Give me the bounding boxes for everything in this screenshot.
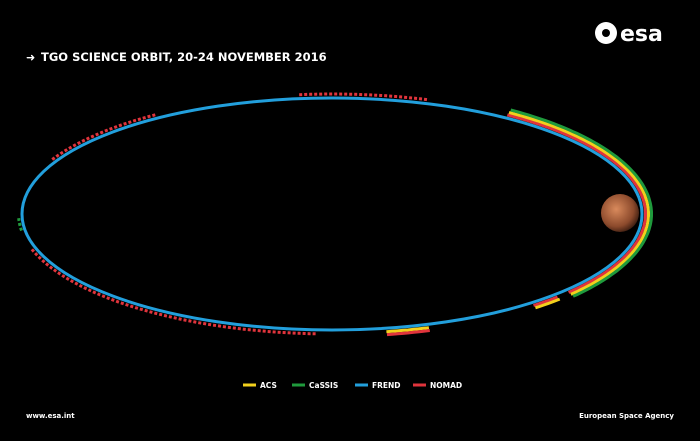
logo-text: esa (620, 22, 663, 47)
observation-arc (533, 295, 559, 307)
legend-label: CaSSIS (309, 381, 338, 390)
legend-label: FREND (372, 381, 401, 390)
mars (601, 194, 639, 232)
observation-arc (534, 297, 561, 310)
footer-right: European Space Agency (579, 412, 674, 420)
orbit (17, 92, 653, 337)
observation-arc (386, 329, 430, 337)
orbit-path (20, 96, 644, 332)
observation-arc (299, 92, 430, 102)
logo-mark-hole (602, 29, 610, 37)
legend-label: NOMAD (430, 381, 462, 390)
logo: esa (595, 22, 663, 47)
title: TGO SCIENCE ORBIT, 20-24 NOVEMBER 2016 (41, 50, 327, 64)
observation-arc (510, 108, 653, 298)
observation-arc (508, 110, 650, 296)
legend: ACS CaSSIS FREND NOMAD (243, 381, 462, 390)
observation-arc (506, 113, 647, 294)
observation-arc (51, 113, 157, 161)
observation-arc (386, 326, 430, 334)
observation-arc (17, 218, 23, 232)
legend-label: ACS (260, 381, 277, 390)
arrow: ➜ (26, 51, 35, 64)
footer-left: www.esa.int (26, 412, 75, 420)
